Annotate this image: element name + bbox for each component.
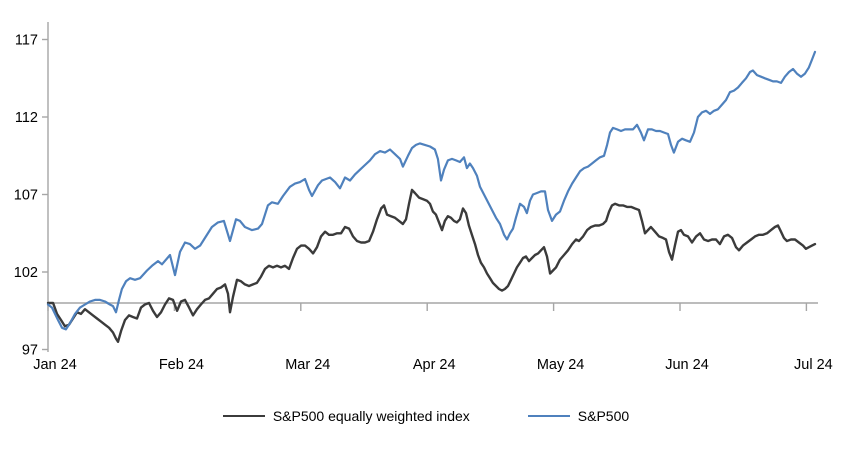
equal-weighted-line-swatch: [222, 415, 265, 417]
x-tick-label: May 24: [537, 357, 585, 373]
y-tick-label: 97: [22, 343, 38, 359]
x-tick-label: Jun 24: [665, 357, 709, 373]
y-tick-label: 102: [14, 265, 38, 281]
legend-label-sp500: S&P500: [577, 408, 630, 424]
x-tick-label: Jan 24: [33, 357, 77, 373]
y-tick-label: 117: [15, 33, 38, 49]
series-line-sp500: [46, 50, 817, 331]
legend-item-sp500: S&P500: [527, 408, 630, 424]
x-tick-label: Apr 24: [413, 357, 456, 373]
chart-legend: S&P500 equally weighted index S&P500: [0, 408, 852, 424]
x-tick-label: Feb 24: [159, 357, 204, 373]
y-tick-label: 112: [15, 110, 38, 126]
x-tick-label: Jul 24: [794, 357, 833, 373]
x-tick-label: Mar 24: [285, 357, 330, 373]
legend-label-equal-weighted: S&P500 equally weighted index: [272, 408, 470, 424]
y-tick-label: 107: [14, 188, 38, 204]
chart-canvas: 97 102 107 112 117 Jan 24 Feb 24 Mar 24 Apr 24 Ma…: [14, 22, 833, 373]
legend-item-equal-weighted: S&P500 equally weighted index: [222, 408, 470, 424]
series-line-equal-weighted: [46, 188, 817, 343]
sp500-line-swatch: [527, 415, 570, 417]
